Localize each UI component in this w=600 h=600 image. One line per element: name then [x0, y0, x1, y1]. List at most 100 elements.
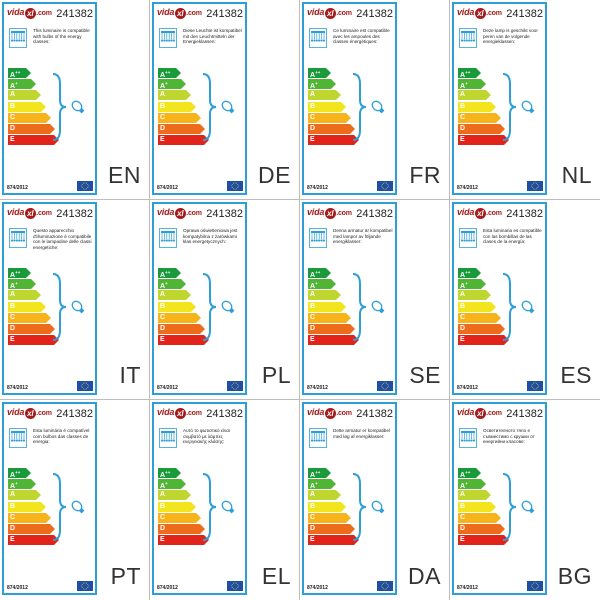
energy-class-plus: ++ [465, 70, 471, 75]
brand-logo-mark: xl [174, 408, 186, 419]
energy-class-bar: B [158, 101, 196, 112]
energy-class-bar: E [8, 135, 59, 146]
regulation-number: 874/2012 [7, 185, 28, 191]
energy-class-bar: A++ [458, 268, 481, 279]
regulation-number: 874/2012 [157, 585, 178, 591]
product-code: 241382 [206, 208, 243, 220]
energy-class-letter: A [160, 291, 166, 299]
energy-class-bar: A+ [8, 79, 36, 91]
energy-class-bar: C [8, 312, 51, 323]
energy-class-bar: E [458, 535, 509, 546]
brand-logo-prefix: vida [457, 407, 475, 417]
energy-class-bar: A++ [8, 68, 31, 79]
brand-logo-prefix: vida [7, 407, 25, 417]
energy-class-bar: D [308, 523, 355, 534]
brand-logo-prefix: vida [7, 7, 25, 17]
energy-class-bar: A+ [8, 479, 36, 490]
energy-class-bar: B [8, 101, 46, 112]
energy-class-bar: D [458, 123, 505, 134]
luminaire-icon [9, 228, 27, 248]
energy-class-plus: + [465, 81, 468, 87]
energy-class-scale: A++ A+ A B C D E [458, 68, 509, 146]
brand-logo-mark: xl [24, 408, 36, 419]
energy-class-letter: C [160, 313, 166, 321]
regulation-number: 874/2012 [7, 585, 28, 591]
language-code: PL [261, 362, 291, 388]
product-code: 241382 [506, 208, 543, 220]
energy-class-bar: C [158, 512, 201, 523]
energy-class-bar: B [458, 501, 496, 512]
energy-class-letter: B [310, 302, 316, 310]
energy-class-plus: ++ [15, 70, 21, 75]
energy-class-letter: A [160, 472, 166, 479]
energy-class-letter: A [10, 72, 16, 79]
energy-class-letter: B [460, 502, 466, 510]
energy-class-bar: A++ [308, 68, 331, 79]
energy-class-bar: D [308, 323, 355, 334]
language-code: NL [561, 162, 592, 188]
energy-class-bar: B [308, 501, 346, 512]
luminaire-icon [9, 28, 27, 48]
energy-class-bar: E [458, 135, 509, 146]
energy-class-letter: A [460, 272, 466, 279]
label-cell-pl: vida xl .com 241382 Oprawa oświetleniowa jes… [150, 200, 300, 400]
energy-class-letter: A [310, 72, 316, 79]
energy-class-letter: E [10, 336, 15, 344]
energy-class-plus: ++ [165, 70, 171, 75]
energy-class-bar: B [458, 301, 496, 312]
energy-class-letter: D [460, 324, 466, 332]
product-code: 241382 [206, 408, 243, 420]
brand-logo-prefix: vida [307, 407, 325, 417]
energy-class-bar: C [458, 112, 501, 123]
energy-class-letter: D [460, 124, 466, 132]
energy-class-letter: C [460, 313, 466, 321]
product-code: 241382 [506, 8, 543, 20]
bulb-brace-icon [501, 472, 541, 542]
energy-class-bar: A++ [8, 468, 31, 479]
energy-class-bar: A [8, 490, 41, 501]
energy-class-letter: A [310, 291, 316, 299]
regulation-number: 874/2012 [7, 385, 28, 391]
energy-class-bar: A++ [158, 468, 181, 479]
brand-logo-suffix: .com [336, 10, 352, 17]
regulation-number: 874/2012 [307, 185, 328, 191]
energy-label-card: vida xl .com 241382 Questo apparecchio d'ill… [2, 202, 97, 395]
energy-class-letter: B [10, 102, 16, 110]
brand-logo-mark: xl [474, 208, 486, 219]
eu-flag-icon [527, 381, 543, 391]
energy-class-plus: ++ [15, 470, 21, 475]
energy-class-bar: C [308, 112, 351, 123]
energy-class-plus: ++ [315, 270, 321, 275]
energy-class-letter: A [10, 83, 16, 91]
energy-class-letter: D [10, 524, 16, 532]
energy-class-bar: C [158, 112, 201, 123]
brand-logo-prefix: vida [307, 207, 325, 217]
brand-logo: vida xl .com [7, 407, 52, 419]
energy-class-bar: C [308, 512, 351, 523]
energy-class-plus: + [165, 281, 168, 287]
energy-class-plus: ++ [15, 270, 21, 275]
eu-flag-icon [377, 381, 393, 391]
energy-class-bar: D [158, 123, 205, 134]
energy-class-bar: E [158, 335, 209, 346]
bulb-brace-icon [351, 272, 391, 342]
energy-class-letter: D [160, 324, 166, 332]
energy-class-bar: A+ [458, 279, 486, 290]
compatibility-text: Diese Leuchte ist kompatibel mit den Leu… [183, 28, 242, 45]
compatibility-text: Ce luminaire est compatible avec les amp… [333, 28, 390, 45]
regulation-number: 874/2012 [457, 185, 478, 191]
compatibility-text: Esta luminária é compatível com bulbos d… [33, 428, 90, 445]
luminaire-icon [309, 428, 327, 448]
energy-class-bar: A+ [8, 279, 36, 290]
label-cell-da: vida xl .com 241382 Dette armatur er kompati… [300, 400, 450, 600]
energy-class-bar: A [158, 290, 191, 301]
brand-logo-suffix: .com [336, 210, 352, 217]
energy-class-bar: A++ [158, 268, 181, 279]
energy-class-letter: A [460, 91, 466, 99]
energy-label-card: vida xl .com 241382 Αυτό το φωτιστικό είναι … [152, 402, 247, 595]
energy-class-scale: A++ A+ A B C D E [8, 468, 59, 546]
energy-class-bar: E [308, 335, 359, 346]
brand-logo-mark: xl [474, 408, 486, 419]
energy-label-card: vida xl .com 241382 Deze lamp is geschikt vo… [452, 2, 547, 195]
brand-logo-suffix: .com [486, 410, 502, 417]
